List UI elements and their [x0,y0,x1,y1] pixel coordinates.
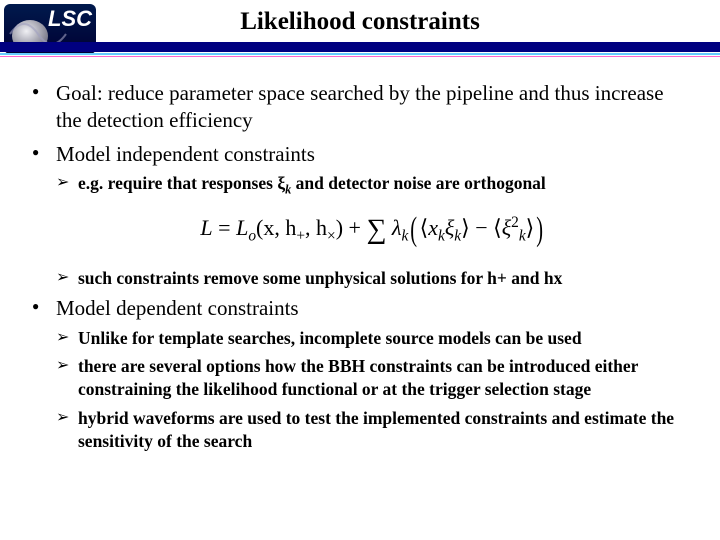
sub-bullet-options: there are several options how the BBH co… [56,355,690,401]
slide-title: Likelihood constraints [0,8,720,36]
sub-list-independent: e.g. require that responses ξk and detec… [56,172,690,198]
formula-block: L = Lo(x, h+, h×) + ∑ λk(⟨xkξk⟩ − ⟨ξ2k⟩) [56,208,690,252]
sub-bullet-remove: such constraints remove some unphysical … [56,267,690,290]
slide-header: LSC Likelihood constraints [0,0,720,58]
sub-bullet-hybrid: hybrid waveforms are used to test the im… [56,407,690,453]
main-bullet-list: Goal: reduce parameter space searched by… [30,80,690,452]
bullet-model-independent: Model independent constraints e.g. requi… [30,141,690,290]
sub-bullet-require: e.g. require that responses ξk and detec… [56,172,690,198]
sub-list-dependent: Unlike for template searches, incomplete… [56,327,690,453]
title-underline [0,42,720,56]
likelihood-formula: L = Lo(x, h+, h×) + ∑ λk(⟨xkξk⟩ − ⟨ξ2k⟩) [200,208,545,252]
bullet-goal: Goal: reduce parameter space searched by… [30,80,690,135]
sub-list-independent-2: such constraints remove some unphysical … [56,267,690,290]
bullet-text: Model independent constraints [56,142,315,166]
sub-bullet-unlike: Unlike for template searches, incomplete… [56,327,690,350]
bullet-text: Model dependent constraints [56,296,299,320]
bullet-model-dependent: Model dependent constraints Unlike for t… [30,295,690,452]
slide-content: Goal: reduce parameter space searched by… [0,58,720,468]
